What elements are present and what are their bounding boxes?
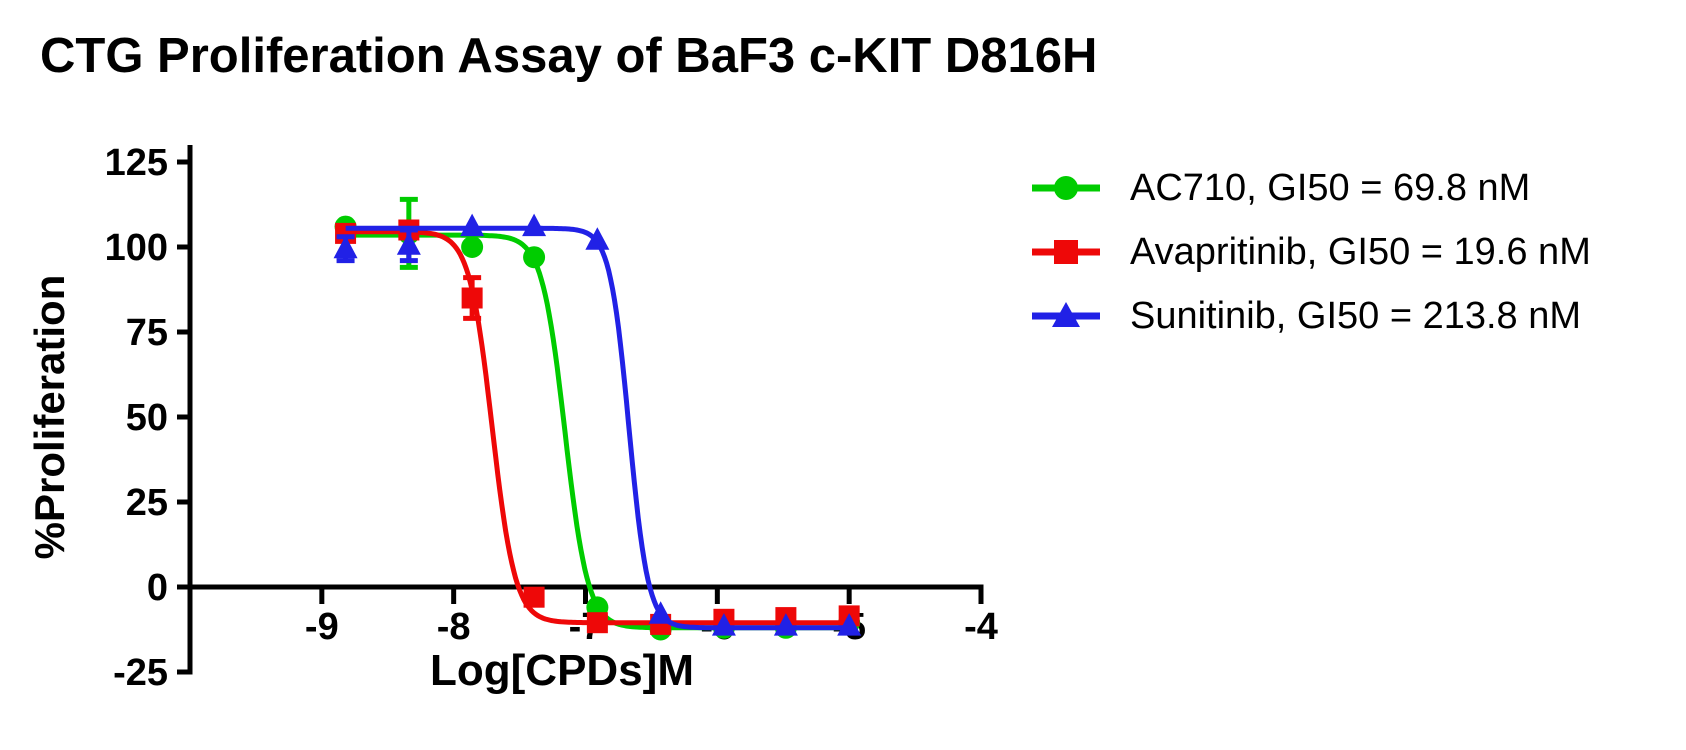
y-tick-label: 75	[126, 312, 168, 354]
legend-label-ac710: AC710, GI50 = 69.8 nM	[1130, 166, 1531, 209]
sunitinib-data-point	[711, 613, 736, 636]
legend-item-sunitinib: Sunitinib, GI50 = 213.8 nM	[1030, 284, 1591, 348]
y-axis-title: %Proliferation	[26, 275, 73, 560]
ac710-data-point	[461, 236, 484, 258]
y-tick-label: 50	[126, 397, 168, 439]
ac710-data-point	[523, 246, 546, 269]
sunitinib-data-point	[648, 601, 673, 624]
legend-item-ac710: AC710, GI50 = 69.8 nM	[1030, 156, 1591, 220]
x-tick-label: -9	[305, 606, 339, 648]
sunitinib-data-point	[460, 213, 485, 237]
legend-marker-circle-icon	[1030, 173, 1102, 203]
sunitinib-data-point	[396, 232, 421, 255]
sunitinib-data-point	[522, 213, 547, 237]
sunitinib-data-point	[837, 613, 862, 636]
legend-marker-square-icon	[1030, 237, 1102, 267]
y-tick-label: 0	[147, 567, 168, 609]
sunitinib-data-point	[585, 227, 610, 250]
legend-label-sunitinib: Sunitinib, GI50 = 213.8 nM	[1130, 294, 1582, 337]
y-tick-label: -25	[113, 652, 168, 694]
legend-item-avapritinib: Avapritinib, GI50 = 19.6 nM	[1030, 220, 1591, 284]
legend: AC710, GI50 = 69.8 nM Avapritinib, GI50 …	[1030, 156, 1591, 348]
avapritinib-data-point	[523, 586, 545, 608]
y-tick-label: 100	[105, 227, 168, 269]
x-tick-label: -8	[437, 606, 471, 648]
ac710-fit-curve	[345, 232, 849, 631]
chart-title: CTG Proliferation Assay of BaF3 c-KIT D8…	[40, 29, 1098, 83]
avapritinib-fit-curve	[345, 229, 849, 626]
avapritinib-data-point	[586, 612, 608, 634]
sunitinib-data-point	[333, 235, 358, 259]
sunitinib-fit-curve	[345, 225, 849, 631]
legend-marker-triangle-icon	[1030, 301, 1102, 331]
legend-label-avapritinib: Avapritinib, GI50 = 19.6 nM	[1130, 230, 1591, 273]
y-tick-label: 125	[105, 142, 168, 184]
x-axis-title: Log[CPDs]M	[430, 646, 694, 695]
avapritinib-data-point	[461, 287, 483, 309]
x-tick-label: -4	[964, 606, 998, 648]
sunitinib-data-point	[773, 613, 798, 636]
y-tick-label: 25	[126, 482, 168, 524]
